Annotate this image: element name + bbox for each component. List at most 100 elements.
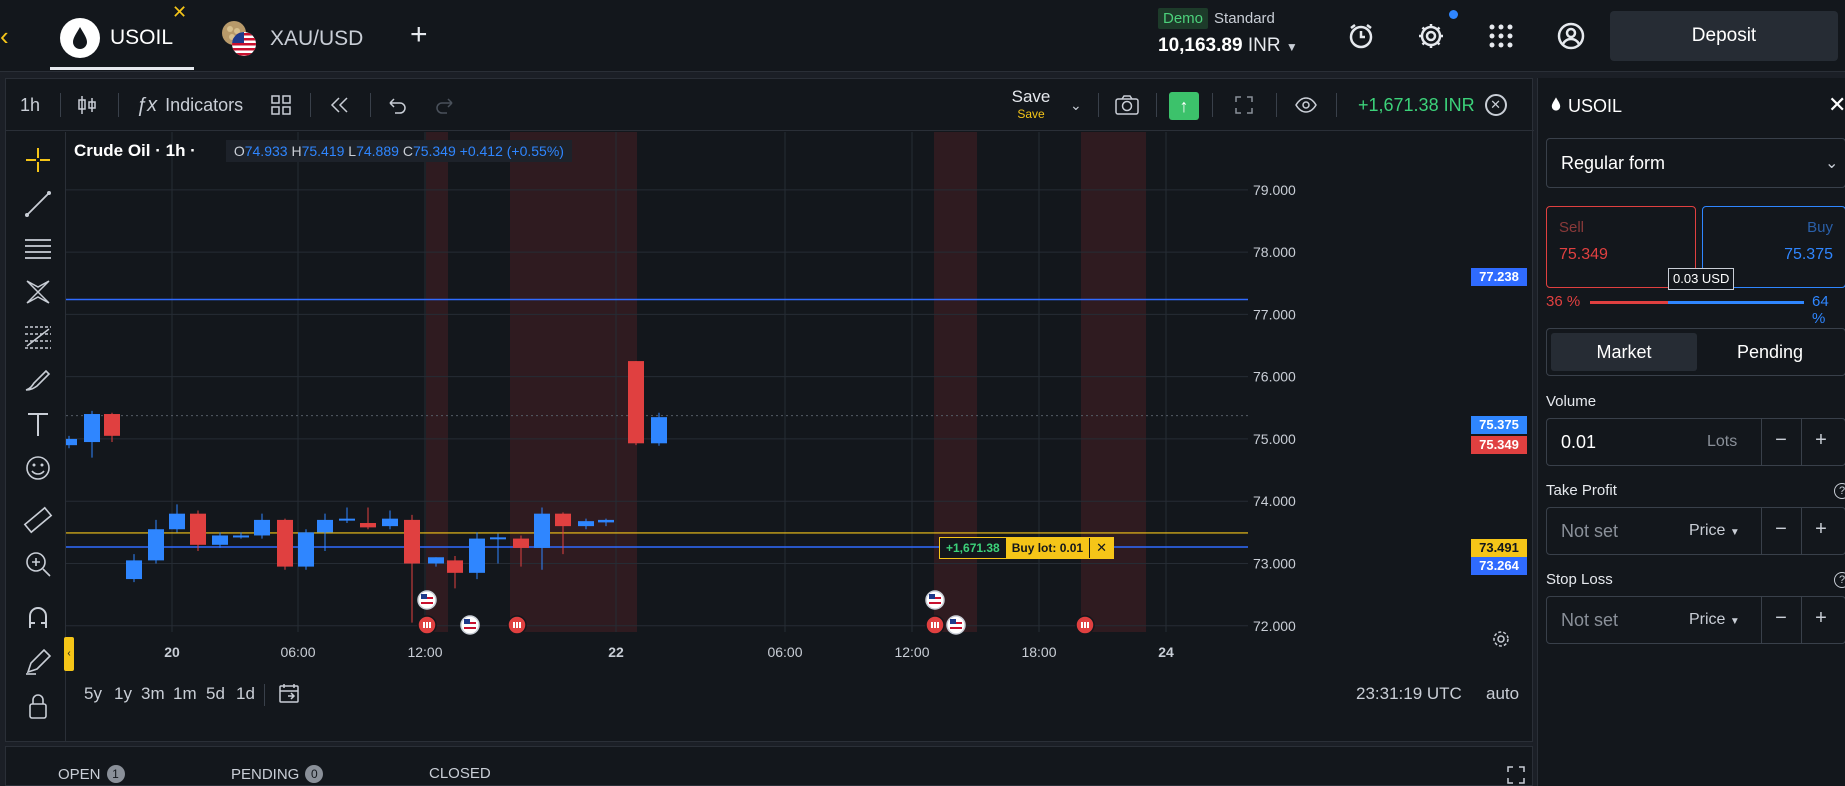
candle[interactable] — [66, 435, 77, 449]
fibonacci-icon[interactable] — [22, 320, 54, 352]
quick-trade-up-arrow-icon[interactable]: ↑ — [1169, 92, 1199, 120]
add-tab-plus-icon[interactable]: + — [410, 18, 428, 51]
candle[interactable] — [212, 532, 228, 548]
candle[interactable] — [651, 412, 667, 446]
tab-usoil[interactable]: USOIL — [50, 8, 194, 70]
settings-gear-icon[interactable] — [1415, 20, 1447, 52]
decrease-sl-minus-icon[interactable]: − — [1775, 607, 1787, 629]
economic-data-event-icon[interactable] — [1075, 615, 1095, 635]
us-news-event-icon[interactable] — [946, 615, 966, 635]
candle[interactable] — [84, 410, 100, 458]
redo-icon[interactable] — [434, 79, 456, 131]
close-all-circle-x-icon[interactable]: ✕ — [1484, 94, 1507, 116]
chart-settings-icon[interactable] — [1491, 629, 1511, 649]
economic-data-event-icon[interactable] — [417, 615, 437, 635]
candle[interactable] — [233, 532, 249, 539]
lock-icon[interactable] — [22, 690, 54, 720]
range-3m-button[interactable]: 3m — [141, 684, 165, 703]
close-panel-icon[interactable]: ✕ — [1828, 92, 1845, 117]
trend-line-icon[interactable] — [22, 188, 54, 220]
take-profit-value[interactable]: Not set — [1561, 521, 1619, 541]
timeframe-selector[interactable]: 1h — [20, 94, 41, 115]
candle[interactable] — [298, 529, 314, 570]
increase-volume-plus-icon[interactable]: + — [1815, 429, 1827, 451]
pattern-tool-icon[interactable] — [22, 276, 54, 308]
candle[interactable] — [169, 504, 185, 533]
candle[interactable] — [317, 513, 333, 552]
user-profile-icon[interactable] — [1555, 20, 1587, 52]
candle[interactable] — [490, 533, 506, 564]
candle[interactable] — [104, 412, 120, 443]
ruler-measure-icon[interactable] — [22, 504, 54, 536]
close-tab-icon[interactable]: ✕ — [172, 2, 188, 22]
volume-field[interactable]: 0.01 Lots − + — [1546, 418, 1845, 466]
save-layout-button[interactable]: Save Save — [1001, 87, 1061, 123]
pending-mode-button[interactable]: Pending — [1736, 341, 1804, 362]
calendar-goto-date-icon[interactable] — [278, 682, 300, 707]
candle[interactable] — [534, 507, 550, 570]
lock-pencil-icon[interactable] — [22, 646, 54, 678]
order-form-select[interactable]: Regular form ⌄ — [1546, 138, 1845, 188]
magnet-icon[interactable] — [22, 602, 54, 634]
us-news-event-icon[interactable] — [417, 590, 437, 610]
market-mode-button[interactable]: Market — [1551, 333, 1697, 371]
undo-icon[interactable] — [386, 79, 408, 131]
stop-loss-field[interactable]: Not set Price ▼ − + — [1546, 596, 1845, 644]
take-profit-help-icon[interactable]: ? — [1834, 483, 1845, 499]
buy-button[interactable]: Buy 75.375 — [1702, 206, 1845, 288]
economic-data-event-icon[interactable] — [925, 615, 945, 635]
tab-xauusd[interactable]: XAU/USD — [210, 8, 370, 70]
order-line-label[interactable]: +1,671.38 Buy lot: 0.01 ✕ — [939, 537, 1114, 559]
economic-data-event-icon[interactable] — [507, 615, 527, 635]
candle[interactable] — [578, 518, 594, 530]
expand-panel-icon[interactable] — [1506, 765, 1526, 786]
tab-open-positions[interactable]: OPEN 1 — [58, 765, 125, 783]
range-1d-button[interactable]: 1d — [236, 684, 255, 703]
camera-screenshot-icon[interactable] — [1114, 79, 1140, 131]
increase-tp-plus-icon[interactable]: + — [1815, 518, 1827, 540]
crosshair-icon[interactable] — [22, 144, 54, 176]
us-news-event-icon[interactable] — [460, 615, 480, 635]
deposit-button[interactable]: Deposit — [1610, 11, 1838, 61]
candle-type-icon[interactable] — [76, 79, 98, 131]
candle[interactable] — [254, 513, 270, 539]
candle[interactable] — [277, 518, 293, 570]
take-profit-unit[interactable]: Price ▼ — [1689, 522, 1740, 540]
candle[interactable] — [628, 361, 644, 446]
candle[interactable] — [190, 510, 206, 552]
apps-grid-icon[interactable] — [1485, 20, 1517, 52]
layout-grid-icon[interactable] — [270, 79, 292, 131]
price-chart[interactable]: 79.000 78.000 77.000 76.000 75.000 74.000 73.0… — [66, 132, 1533, 662]
candle[interactable] — [382, 510, 398, 530]
account-selector[interactable]: Demo Standard 10,163.89 INR ▼ — [1158, 8, 1318, 64]
indicators-button[interactable]: ƒx Indicators — [136, 79, 243, 131]
candle[interactable] — [555, 512, 571, 555]
candle[interactable] — [339, 507, 355, 524]
emoji-smile-icon[interactable] — [22, 452, 54, 484]
candle[interactable] — [469, 532, 485, 580]
replay-rewind-icon[interactable] — [328, 79, 350, 131]
alarm-clock-icon[interactable] — [1345, 20, 1377, 52]
candle[interactable] — [148, 519, 164, 564]
increase-sl-plus-icon[interactable]: + — [1815, 607, 1827, 629]
candle[interactable] — [126, 554, 142, 583]
brush-icon[interactable] — [22, 364, 54, 396]
decrease-volume-minus-icon[interactable]: − — [1775, 429, 1787, 451]
close-order-icon[interactable]: ✕ — [1089, 538, 1113, 558]
volume-value[interactable]: 0.01 — [1561, 432, 1597, 452]
fullscreen-icon[interactable] — [1234, 79, 1254, 131]
candle[interactable] — [447, 556, 463, 589]
range-5y-button[interactable]: 5y — [84, 684, 102, 703]
candle[interactable] — [404, 514, 420, 623]
stop-loss-unit[interactable]: Price ▼ — [1689, 611, 1740, 629]
stop-loss-help-icon[interactable]: ? — [1834, 572, 1845, 588]
zoom-in-icon[interactable] — [22, 548, 54, 580]
visibility-eye-icon[interactable] — [1294, 79, 1318, 131]
us-news-event-icon[interactable] — [925, 590, 945, 610]
sell-button[interactable]: Sell 75.349 — [1546, 206, 1696, 288]
candle[interactable] — [513, 535, 529, 567]
tab-pending-orders[interactable]: PENDING 0 — [231, 765, 324, 783]
candle[interactable] — [598, 518, 614, 527]
auto-scale-toggle[interactable]: auto — [1486, 684, 1520, 703]
text-tool-icon[interactable] — [22, 408, 54, 440]
